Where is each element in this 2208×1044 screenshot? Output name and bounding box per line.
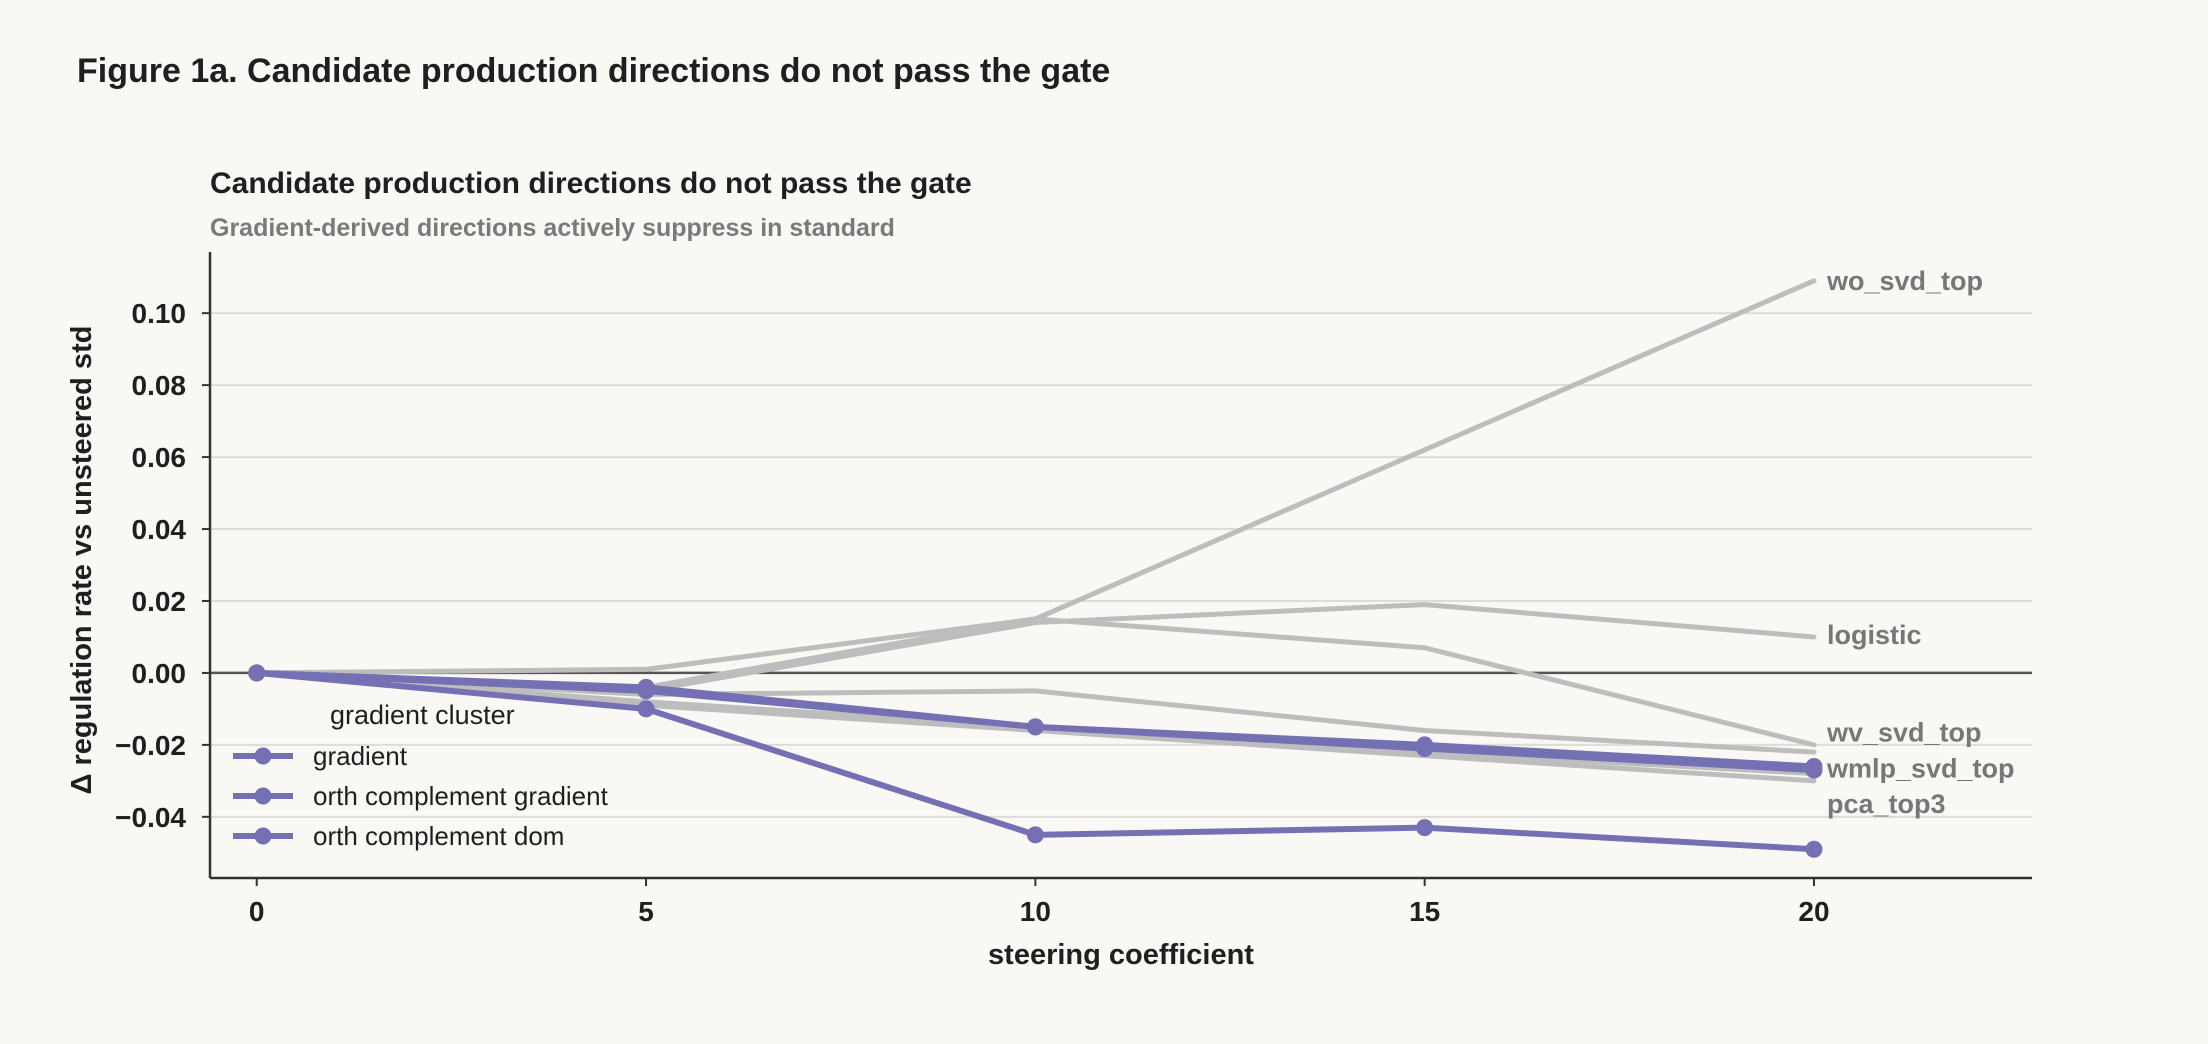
legend-entry-label: gradient <box>313 741 408 771</box>
y-tick-label: 0.04 <box>132 514 187 545</box>
data-point <box>1026 826 1044 844</box>
data-point <box>637 682 655 700</box>
y-tick-label: −0.02 <box>115 730 186 761</box>
data-point <box>637 700 655 718</box>
series-line-other <box>254 278 1817 676</box>
x-tick-label: 10 <box>1020 896 1051 927</box>
x-tick-label: 5 <box>638 896 654 927</box>
data-point <box>1805 840 1823 858</box>
x-tick-label: 0 <box>249 896 265 927</box>
end-label: wmlp_svd_top <box>1826 753 2015 783</box>
y-tick-label: 0.10 <box>132 298 187 329</box>
legend-swatch-marker <box>254 827 272 845</box>
y-tick-label: 0.08 <box>132 370 187 401</box>
legend-title: gradient cluster <box>330 700 515 730</box>
end-label: wo_svd_top <box>1826 266 1983 296</box>
legend-swatch-marker <box>254 787 272 805</box>
figure-title: Figure 1a. Candidate production directio… <box>77 52 1111 90</box>
y-tick-label: 0.02 <box>132 586 187 617</box>
y-tick-label: 0.00 <box>132 658 187 689</box>
data-point <box>248 664 266 682</box>
data-point <box>1805 761 1823 779</box>
y-tick-label: 0.06 <box>132 442 187 473</box>
y-tick-label: −0.04 <box>115 802 186 833</box>
end-label: pca_top3 <box>1827 789 1946 819</box>
legend: gradient cluster gradient orth complement … <box>233 700 609 851</box>
axes: 0.10 0.08 0.06 0.04 0.02 0.00 −0.02 −0.04 0 5 10 15… <box>115 252 2032 927</box>
x-tick-label: 15 <box>1409 896 1440 927</box>
end-label: logistic <box>1827 620 1922 650</box>
end-label: wv_svd_top <box>1826 717 1982 747</box>
y-axis-label: Δ regulation rate vs unsteered std <box>66 326 98 795</box>
grid-lines <box>210 312 2032 818</box>
chart-subtitle: Gradient-derived directions actively sup… <box>210 214 895 242</box>
end-labels: wo_svd_top logistic wv_svd_top wmlp_svd_top… <box>1826 266 2015 819</box>
x-tick-label: 20 <box>1798 896 1829 927</box>
data-point <box>1026 718 1044 736</box>
legend-entry-label: orth complement dom <box>313 821 564 851</box>
legend-entry-label: orth complement gradient <box>313 781 609 811</box>
legend-swatch-marker <box>254 747 272 765</box>
x-axis-label: steering coefficient <box>988 939 1254 971</box>
chart-title: Candidate production directions do not p… <box>210 167 972 200</box>
series-lines <box>248 278 1823 858</box>
data-point <box>1416 739 1434 757</box>
data-point <box>1416 819 1434 837</box>
